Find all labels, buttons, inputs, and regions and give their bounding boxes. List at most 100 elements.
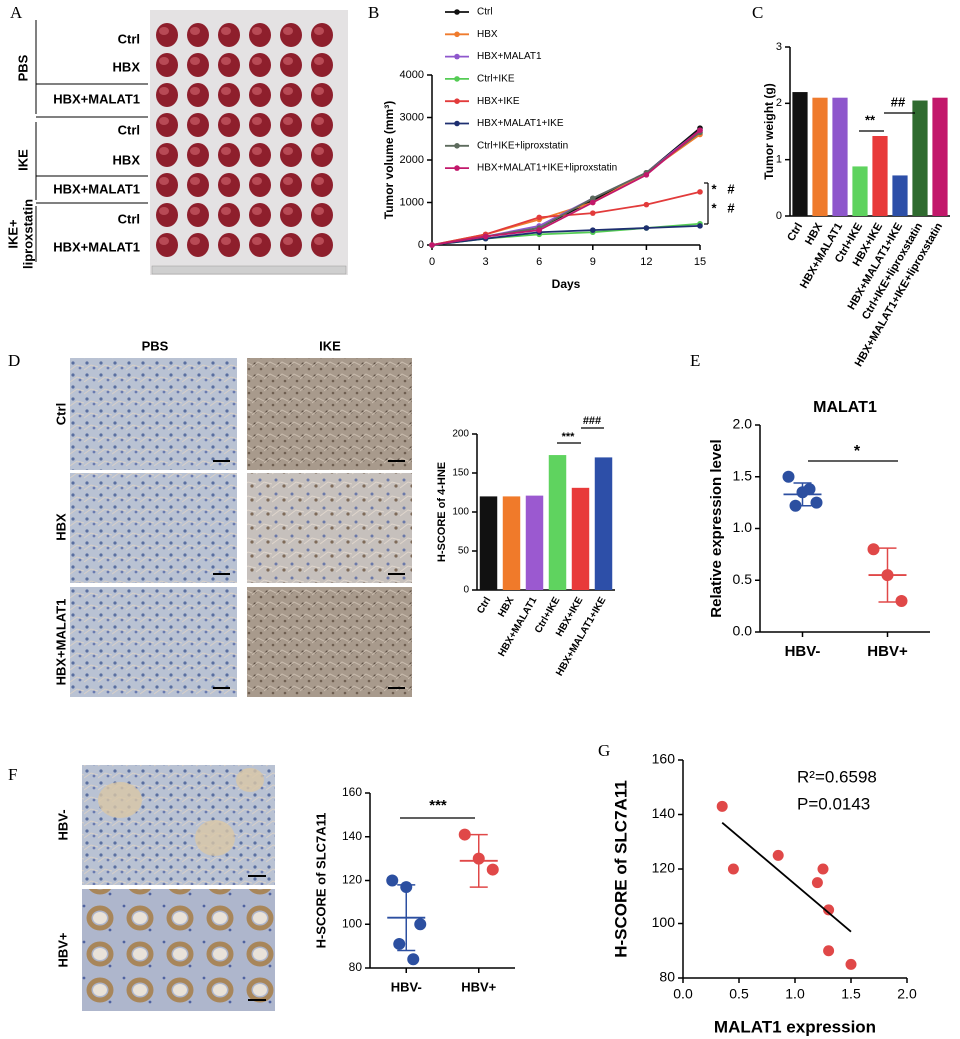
legend-marker bbox=[454, 9, 460, 15]
legend-label: Ctrl+IKE bbox=[477, 74, 515, 85]
x-tick-label: 6 bbox=[536, 256, 542, 268]
data-point bbox=[810, 496, 823, 509]
group-separators bbox=[35, 20, 148, 262]
fit-line bbox=[721, 821, 852, 933]
data-point bbox=[536, 214, 542, 221]
legend-label: HBX+MALAT1+IKE+liproxstatin bbox=[477, 163, 617, 174]
y-tick-label: 100 bbox=[342, 916, 362, 930]
x-tick-label: 0.5 bbox=[729, 986, 749, 1002]
y-tick-label: 2000 bbox=[400, 154, 424, 166]
y-tick-label: 100 bbox=[652, 914, 676, 930]
y-tick-label: 140 bbox=[652, 805, 676, 821]
y-tick-label: 200 bbox=[452, 429, 469, 440]
row-label: HBX+MALAT1 bbox=[53, 91, 140, 106]
x-axis-label: MALAT1 expression bbox=[714, 1017, 876, 1036]
bar bbox=[852, 166, 868, 216]
data-point bbox=[458, 828, 471, 841]
x-tick-label: 2.0 bbox=[897, 986, 917, 1002]
data-point bbox=[727, 863, 739, 875]
row-label: HBX+MALAT1 bbox=[53, 239, 140, 254]
bar bbox=[932, 97, 948, 216]
data-point bbox=[716, 800, 728, 812]
tumor-photo bbox=[155, 22, 341, 262]
data-point bbox=[407, 953, 420, 966]
data-point bbox=[697, 223, 703, 229]
bar bbox=[502, 496, 521, 590]
x-tick-label: HBV- bbox=[785, 643, 821, 660]
x-tick-label: HBV+ bbox=[461, 979, 496, 994]
y-tick-label: 160 bbox=[652, 751, 676, 767]
bar bbox=[571, 487, 590, 590]
row-label: Ctrl bbox=[118, 31, 140, 46]
series-line bbox=[431, 224, 701, 246]
y-tick-label: 80 bbox=[659, 969, 675, 985]
annotation: P=0.0143 bbox=[797, 794, 870, 813]
legend-label: HBX+MALAT1 bbox=[477, 51, 542, 62]
bar bbox=[912, 100, 928, 216]
panel-letter: F bbox=[8, 765, 17, 784]
bar bbox=[812, 97, 828, 216]
data-point bbox=[486, 863, 499, 876]
x-axis-label: Days bbox=[552, 277, 581, 291]
data-point bbox=[881, 569, 894, 582]
y-tick-label: 160 bbox=[342, 785, 362, 799]
data-point bbox=[895, 594, 908, 607]
x-tick-label: 1.0 bbox=[785, 986, 805, 1002]
panel-letter: C bbox=[752, 3, 763, 22]
legend-marker bbox=[454, 143, 460, 149]
chart-title: MALAT1 bbox=[813, 399, 877, 416]
x-tick-label: 15 bbox=[694, 256, 706, 268]
y-axis-label: Tumor weight (g) bbox=[762, 83, 776, 179]
legend-label: HBX+MALAT1+IKE bbox=[477, 118, 564, 129]
data-point bbox=[393, 937, 406, 950]
y-axis-label: Relative expression level bbox=[708, 439, 725, 617]
data-point bbox=[414, 918, 427, 931]
y-tick-label: 50 bbox=[458, 546, 470, 557]
y-tick-label: 80 bbox=[349, 960, 363, 974]
data-point bbox=[867, 543, 880, 556]
y-tick-label: 2.0 bbox=[733, 416, 753, 432]
legend-marker bbox=[454, 120, 460, 127]
y-axis-label: H-SCORE of SLC7A11 bbox=[611, 780, 630, 958]
data-point bbox=[482, 233, 489, 240]
ihc-photos bbox=[70, 358, 412, 697]
annotation: ## bbox=[891, 94, 906, 109]
group-label: PBS bbox=[15, 54, 30, 81]
data-point bbox=[429, 242, 435, 248]
data-point bbox=[536, 227, 542, 233]
annotation: R²=0.6598 bbox=[797, 767, 877, 786]
bar bbox=[832, 97, 848, 216]
data-point bbox=[643, 225, 650, 231]
annotation: * bbox=[711, 181, 717, 196]
y-axis-label: H-SCORE of SLC7A11 bbox=[313, 813, 328, 949]
annotation: *** bbox=[429, 797, 447, 814]
data-point bbox=[643, 201, 650, 208]
data-point bbox=[697, 189, 703, 195]
row-label: Ctrl bbox=[118, 122, 140, 137]
panel-letter: E bbox=[690, 351, 700, 370]
row-label: HBX bbox=[113, 59, 141, 74]
series-line bbox=[431, 190, 701, 246]
data-point bbox=[803, 483, 816, 496]
row-label: HBX bbox=[53, 513, 68, 541]
annotation: * bbox=[854, 443, 861, 460]
data-point bbox=[590, 227, 596, 233]
annotation: # bbox=[727, 181, 735, 196]
data-point bbox=[643, 172, 650, 178]
data-point bbox=[789, 499, 802, 512]
legend-label: Ctrl bbox=[477, 7, 493, 18]
x-tick-label: Ctrl bbox=[475, 595, 493, 616]
bar bbox=[792, 92, 808, 216]
group-label: IKE+ bbox=[5, 219, 20, 249]
series-line bbox=[431, 129, 701, 246]
bar bbox=[479, 496, 498, 590]
bar bbox=[594, 457, 613, 590]
legend-marker bbox=[454, 31, 460, 38]
ihc-photos bbox=[82, 765, 275, 1011]
annotation: # bbox=[727, 200, 735, 215]
y-tick-label: 120 bbox=[342, 873, 362, 887]
y-tick-label: 2 bbox=[776, 97, 782, 109]
y-tick-label: 0.5 bbox=[733, 571, 753, 587]
